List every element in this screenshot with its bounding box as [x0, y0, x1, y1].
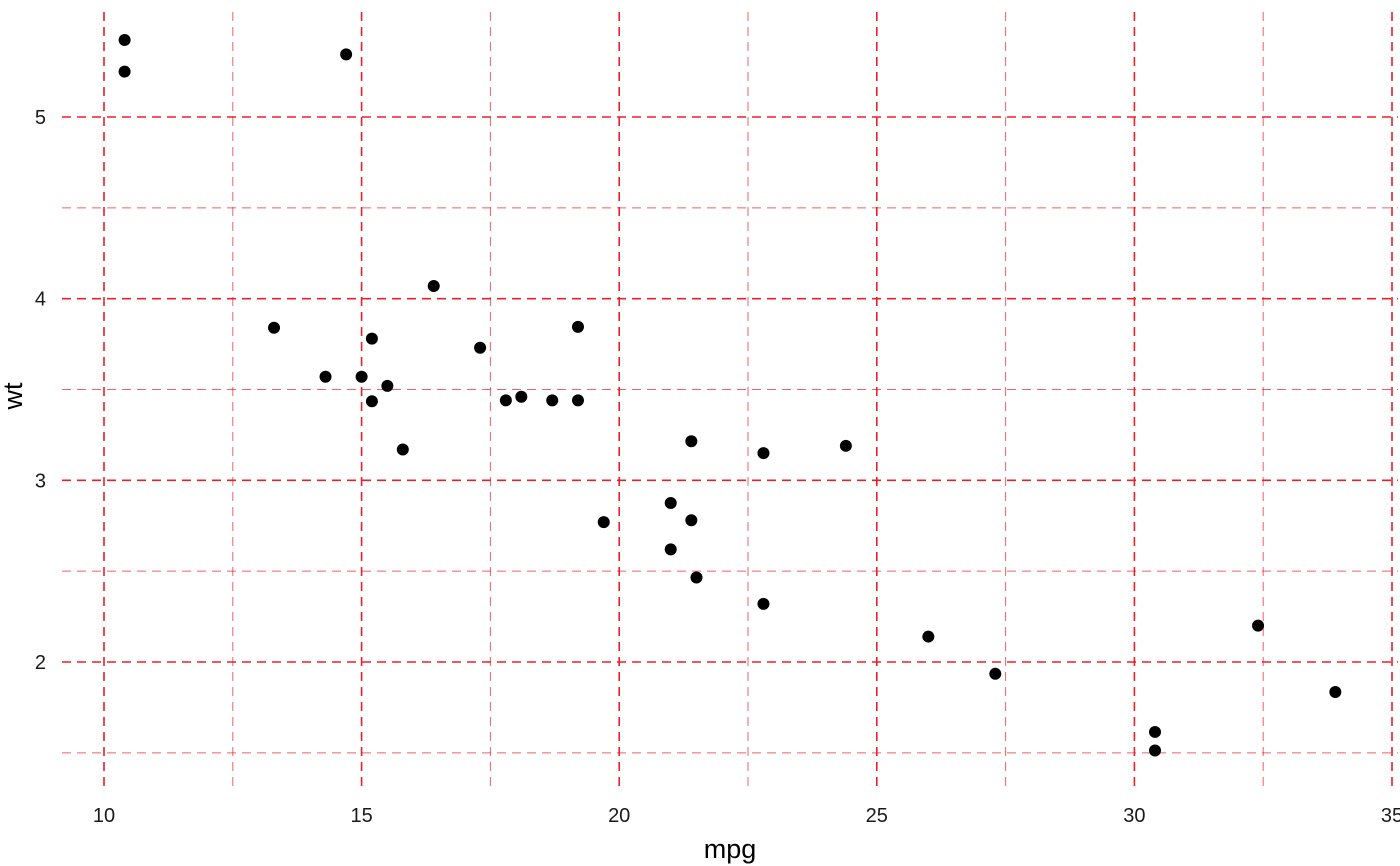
data-point	[922, 630, 935, 643]
data-point	[839, 439, 852, 452]
x-tick-label: 35	[1381, 805, 1400, 827]
y-axis-title: wt	[0, 382, 28, 410]
x-tick-label: 30	[1123, 805, 1145, 827]
data-point	[685, 435, 698, 448]
data-point	[118, 33, 131, 46]
data-point	[499, 394, 512, 407]
data-point	[571, 394, 584, 407]
y-tick-label: 4	[35, 289, 46, 311]
data-point	[268, 321, 281, 334]
data-point	[365, 332, 378, 345]
major-gridlines	[62, 12, 1398, 787]
data-point	[664, 543, 677, 556]
x-tick-label: 10	[93, 805, 115, 827]
data-point	[546, 394, 559, 407]
data-point	[1329, 685, 1342, 698]
data-point	[757, 597, 770, 610]
y-tick-label: 2	[35, 652, 46, 674]
data-point	[571, 320, 584, 333]
data-point	[381, 379, 394, 392]
y-axis-tick-labels: 2 3 4 5	[35, 107, 46, 674]
data-point	[340, 48, 353, 61]
data-point	[757, 447, 770, 460]
data-point	[664, 497, 677, 510]
data-point	[118, 65, 131, 78]
data-point	[474, 341, 487, 354]
x-tick-label: 25	[866, 805, 888, 827]
data-point	[597, 516, 610, 529]
data-point	[989, 667, 1002, 680]
data-points	[118, 33, 1342, 757]
data-point	[396, 443, 409, 456]
data-point	[365, 395, 378, 408]
data-point	[1149, 744, 1162, 757]
data-point	[1252, 619, 1265, 632]
y-tick-label: 5	[35, 107, 46, 129]
x-axis-tick-labels: 10 15 20 25 30 35	[93, 805, 1400, 827]
data-point	[319, 370, 332, 383]
x-tick-label: 15	[350, 805, 372, 827]
data-point	[355, 370, 368, 383]
x-tick-label: 20	[608, 805, 630, 827]
data-point	[1149, 725, 1162, 738]
data-point	[515, 390, 528, 403]
data-point	[685, 514, 698, 527]
data-point	[690, 571, 703, 584]
y-tick-label: 3	[35, 470, 46, 492]
data-point	[427, 279, 440, 292]
x-axis-title: mpg	[704, 834, 757, 864]
minor-gridlines	[62, 12, 1398, 787]
